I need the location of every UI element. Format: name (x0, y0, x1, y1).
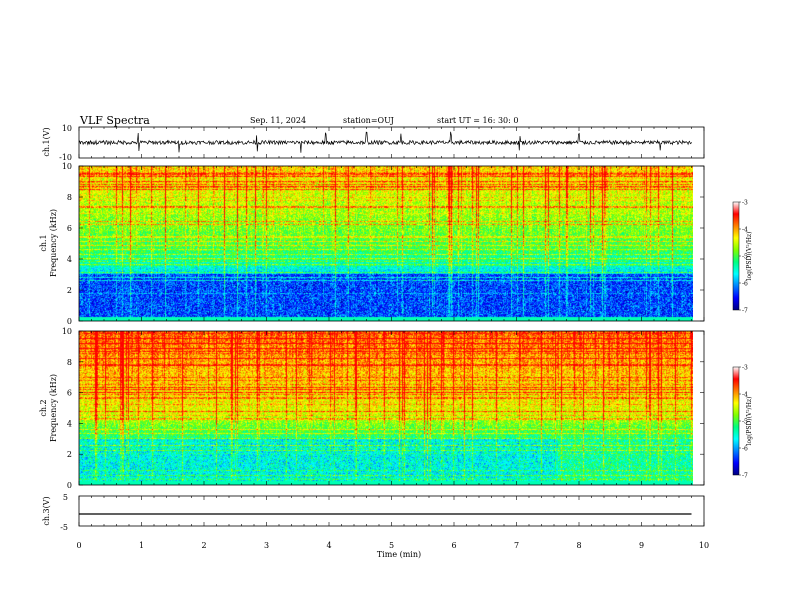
ch1-waveform-trace (78, 131, 692, 153)
colorbar-tick-label: -3 (742, 200, 748, 207)
time-axis-tick-labels: 0 1 2 3 4 5 6 7 8 9 10 (76, 541, 709, 550)
time-tick-label: 2 (201, 541, 206, 550)
frequency-tick-label: 0 (67, 481, 72, 490)
colorbar-tick-label: -5 (742, 254, 748, 261)
ch2-spectrogram-ticks (78, 331, 705, 485)
ch1-colorbar: -3 -4 -5 -6 -7 log(PSD)(V²/Hz) (732, 200, 753, 315)
colorbar-tick-label: -5 (742, 419, 748, 426)
frequency-tick-label: 10 (62, 162, 72, 171)
figure-title: VLF Spectra (79, 114, 150, 127)
station-label: station=OUJ (343, 116, 394, 125)
ch1-ytick-top: 10 (62, 124, 72, 133)
ch1-spectrogram-panel: ch.1 Frequency (kHz) 0 2 4 6 8 10 -3 -4 -5 -6 -7 l… (39, 162, 753, 326)
frequency-tick-label: 0 (67, 317, 72, 326)
colorbar-tick-label: -6 (742, 446, 748, 453)
frequency-tick-label: 8 (67, 358, 72, 367)
colorbar-gradient (732, 201, 740, 311)
time-tick-label: 0 (76, 541, 81, 550)
ch1-spectrogram-image (79, 166, 693, 321)
time-tick-label: 8 (576, 541, 581, 550)
time-tick-label: 1 (139, 541, 144, 550)
ch3-ytick-top: 5 (63, 493, 68, 502)
ch1-frequency-label: Frequency (kHz) (49, 209, 58, 277)
time-tick-label: 10 (699, 541, 709, 550)
frequency-tick-label: 4 (67, 255, 72, 264)
ch2-spectrogram-panel: ch.2 Frequency (kHz) 0 2 4 6 8 10 -3 -4 -5 -6 -7 l… (39, 327, 753, 490)
time-tick-label: 7 (514, 541, 519, 550)
ch2-frequency-label: Frequency (kHz) (49, 374, 58, 442)
ch2-spectrogram-image (79, 331, 693, 485)
ch1-ytick-bottom: -10 (59, 153, 72, 162)
colorbar-tick-label: -4 (742, 392, 748, 399)
ch3-waveform-panel: 5 -5 ch.3(V) (42, 493, 705, 532)
colorbar-tick-label: -7 (742, 308, 748, 315)
frequency-tick-label: 8 (67, 193, 72, 202)
colorbar-tick-label: -3 (742, 365, 748, 372)
ch1-waveform-ylabel: ch.1(V) (42, 127, 51, 156)
ch1-spectrogram-ticks (78, 166, 705, 321)
ch1-spectrogram-yticks: 0 2 4 6 8 10 (62, 162, 704, 326)
frequency-tick-label: 6 (67, 389, 72, 398)
frequency-tick-label: 4 (67, 419, 72, 428)
colorbar-tick-label: -4 (742, 227, 748, 234)
colorbar-tick-label: -7 (742, 473, 748, 480)
colorbar-label: log(PSD)(V²/Hz) (746, 232, 753, 281)
ch3-waveform-ylabel: ch.3(V) (42, 496, 51, 525)
frequency-tick-label: 2 (67, 286, 72, 295)
ch3-ytick-bottom: -5 (60, 523, 68, 532)
time-tick-label: 4 (326, 541, 331, 550)
colorbar-label: log(PSD)(V²/Hz) (746, 397, 753, 446)
ch3-waveform-ticks (78, 496, 705, 526)
colorbar-tick-label: -6 (742, 281, 748, 288)
ch1-channel-label: ch.1 (39, 234, 48, 251)
frequency-tick-label: 10 (62, 327, 72, 336)
time-tick-label: 5 (389, 541, 394, 550)
ch2-colorbar: -3 -4 -5 -6 -7 log(PSD)(V²/Hz) (732, 365, 753, 480)
ch2-channel-label: ch.2 (39, 399, 48, 416)
time-tick-label: 3 (264, 541, 269, 550)
start-time-label: start UT = 16: 30: 0 (437, 116, 518, 125)
time-axis-label: Time (min) (377, 550, 421, 559)
ch1-waveform-panel: 10 -10 ch.1(V) (42, 124, 705, 162)
time-tick-label: 6 (451, 541, 456, 550)
ch3-waveform-frame (78, 495, 705, 527)
frequency-tick-label: 2 (67, 450, 72, 459)
time-tick-label: 9 (639, 541, 644, 550)
ch2-spectrogram-yticks: 0 2 4 6 8 10 (62, 327, 704, 490)
date-label: Sep. 11, 2024 (250, 116, 306, 125)
ch1-waveform-ticks (78, 127, 705, 158)
frequency-tick-label: 6 (67, 224, 72, 233)
colorbar-gradient (732, 366, 740, 476)
